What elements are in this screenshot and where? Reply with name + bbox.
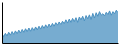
x-axis [3, 43, 119, 44]
area [2, 10, 118, 43]
marks [2, 10, 118, 43]
line [2, 10, 118, 36]
y-axis [2, 3, 3, 44]
chart [0, 0, 120, 45]
plot [2, 3, 119, 44]
y-axis-line [2, 3, 3, 44]
x-axis-line [3, 43, 119, 44]
